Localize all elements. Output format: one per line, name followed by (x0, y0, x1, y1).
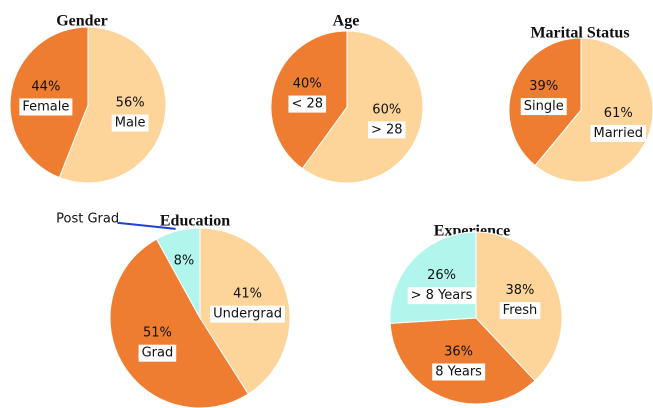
category-label: Fresh (503, 303, 538, 318)
label-background (499, 302, 541, 320)
category-label: > 8 Years (411, 288, 473, 303)
value-label: 56% (116, 96, 145, 111)
category-label: Post Grad (56, 211, 119, 226)
pie-slice (389, 317, 536, 405)
label-background (288, 95, 327, 113)
category-label: < 28 (291, 97, 323, 112)
leader-line (117, 221, 176, 230)
category-label: > 28 (371, 122, 403, 137)
label-background (367, 121, 406, 139)
pie-slice (109, 238, 249, 408)
pie-slice (155, 227, 201, 319)
value-label: 40% (293, 77, 322, 92)
value-label: 26% (427, 268, 456, 283)
label-background (138, 344, 177, 362)
label-background (590, 124, 647, 142)
category-label: Married (594, 126, 644, 141)
category-label: 8 Years (435, 364, 482, 379)
label-background (432, 363, 486, 381)
value-label: 39% (529, 79, 558, 94)
value-label: 41% (233, 287, 262, 302)
label-background (111, 114, 149, 132)
value-label: 60% (372, 102, 401, 117)
value-label: 38% (506, 283, 535, 298)
pie-slice (301, 30, 424, 184)
value-label: 51% (143, 326, 172, 341)
category-label: Male (115, 116, 146, 131)
category-label: Grad (142, 346, 174, 361)
value-label: 61% (604, 106, 633, 121)
category-label: Undergrad (213, 307, 282, 322)
category-label: Female (22, 99, 69, 114)
value-label: 44% (31, 79, 60, 94)
pie-slice (58, 26, 167, 184)
label-background (19, 98, 73, 116)
label-background (210, 305, 286, 323)
value-label: 8% (174, 254, 195, 269)
category-label: Single (524, 99, 564, 114)
pie-slice (534, 37, 653, 183)
label-background (407, 287, 476, 305)
chart-title: Age (333, 13, 360, 30)
chart-title: Education (160, 213, 230, 230)
value-label: 36% (444, 344, 473, 359)
chart-title: Gender (56, 13, 108, 30)
chart-title: Marital Status (530, 25, 629, 42)
label-background (520, 98, 567, 116)
